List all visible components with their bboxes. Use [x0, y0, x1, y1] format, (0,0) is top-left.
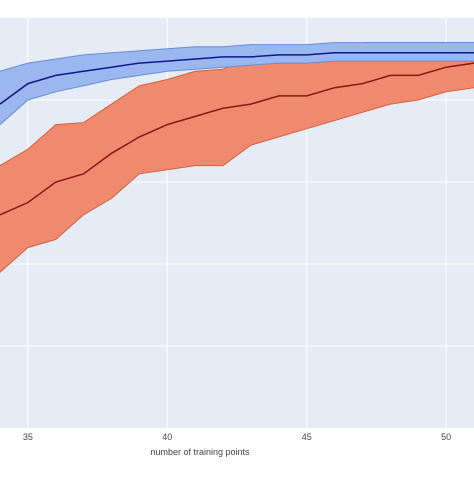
x-axis-label: number of training points — [150, 447, 250, 457]
x-tick-label: 35 — [23, 432, 33, 442]
confidence-bands — [0, 42, 474, 273]
x-tick-label: 50 — [441, 432, 451, 442]
mean-lines — [0, 52, 474, 216]
x-tick-labels: 35 40 45 50 — [23, 432, 451, 442]
x-tick-label: 40 — [162, 432, 172, 442]
blue-band-upper-edge — [0, 42, 474, 72]
blue-mean-line — [0, 52, 474, 105]
x-tick-label: 45 — [302, 432, 312, 442]
blue-confidence-band — [0, 42, 474, 125]
blue-band-lower-edge — [0, 60, 474, 125]
orange-mean-line — [0, 62, 474, 216]
orange-band-lower-edge — [0, 87, 474, 273]
